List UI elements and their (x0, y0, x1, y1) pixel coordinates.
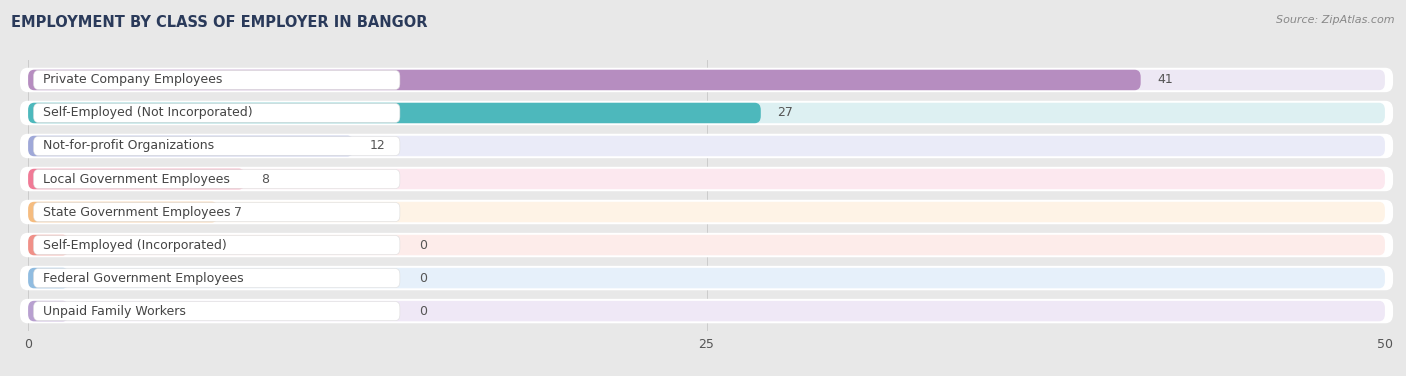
FancyBboxPatch shape (34, 268, 399, 288)
FancyBboxPatch shape (20, 134, 1393, 158)
FancyBboxPatch shape (34, 70, 399, 89)
FancyBboxPatch shape (20, 299, 1393, 323)
FancyBboxPatch shape (28, 103, 1385, 123)
Text: EMPLOYMENT BY CLASS OF EMPLOYER IN BANGOR: EMPLOYMENT BY CLASS OF EMPLOYER IN BANGO… (11, 15, 427, 30)
FancyBboxPatch shape (20, 200, 1393, 224)
FancyBboxPatch shape (28, 169, 1385, 189)
Text: Not-for-profit Organizations: Not-for-profit Organizations (44, 139, 214, 153)
Text: Unpaid Family Workers: Unpaid Family Workers (44, 305, 186, 318)
Text: 12: 12 (370, 139, 385, 153)
FancyBboxPatch shape (28, 268, 69, 288)
Text: 8: 8 (262, 173, 270, 185)
FancyBboxPatch shape (28, 70, 1140, 90)
Text: State Government Employees: State Government Employees (44, 206, 231, 218)
FancyBboxPatch shape (34, 103, 399, 123)
Text: 27: 27 (778, 106, 793, 120)
Text: 7: 7 (235, 206, 242, 218)
Text: Private Company Employees: Private Company Employees (44, 73, 222, 86)
Text: Source: ZipAtlas.com: Source: ZipAtlas.com (1277, 15, 1395, 25)
FancyBboxPatch shape (20, 68, 1393, 92)
Text: Local Government Employees: Local Government Employees (44, 173, 231, 185)
Text: 41: 41 (1157, 73, 1173, 86)
FancyBboxPatch shape (28, 70, 1385, 90)
FancyBboxPatch shape (34, 202, 399, 221)
FancyBboxPatch shape (20, 167, 1393, 191)
FancyBboxPatch shape (28, 169, 245, 189)
Text: Self-Employed (Not Incorporated): Self-Employed (Not Incorporated) (44, 106, 253, 120)
Text: 0: 0 (419, 305, 427, 318)
Text: Self-Employed (Incorporated): Self-Employed (Incorporated) (44, 238, 226, 252)
FancyBboxPatch shape (20, 233, 1393, 257)
Text: Federal Government Employees: Federal Government Employees (44, 271, 243, 285)
FancyBboxPatch shape (34, 170, 399, 189)
FancyBboxPatch shape (28, 235, 1385, 255)
Text: 0: 0 (419, 271, 427, 285)
FancyBboxPatch shape (28, 301, 69, 321)
Text: 0: 0 (419, 238, 427, 252)
FancyBboxPatch shape (28, 103, 761, 123)
FancyBboxPatch shape (28, 136, 354, 156)
FancyBboxPatch shape (34, 302, 399, 321)
FancyBboxPatch shape (20, 101, 1393, 125)
FancyBboxPatch shape (34, 235, 399, 255)
FancyBboxPatch shape (28, 235, 69, 255)
FancyBboxPatch shape (28, 136, 1385, 156)
FancyBboxPatch shape (34, 136, 399, 156)
FancyBboxPatch shape (28, 202, 218, 222)
FancyBboxPatch shape (28, 268, 1385, 288)
FancyBboxPatch shape (28, 202, 1385, 222)
FancyBboxPatch shape (20, 266, 1393, 290)
FancyBboxPatch shape (28, 301, 1385, 321)
